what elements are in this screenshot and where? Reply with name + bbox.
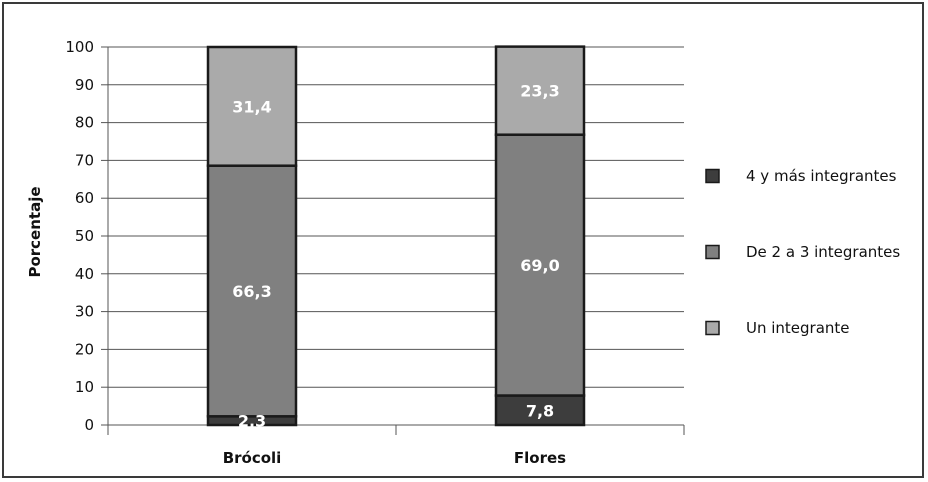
y-tick-label: 40 <box>75 265 94 283</box>
data-label: 23,3 <box>520 82 559 101</box>
y-axis-label: Porcentaje <box>26 186 44 277</box>
y-tick-label: 20 <box>75 340 94 358</box>
y-tick-label: 30 <box>75 303 94 321</box>
data-label: 69,0 <box>520 256 559 275</box>
bar-segment-2 <box>494 45 586 136</box>
data-label: 2,3 <box>238 412 266 431</box>
x-category-label: Brócoli <box>223 449 282 467</box>
legend-label: Un integrante <box>746 319 850 337</box>
y-tick-label: 0 <box>84 416 94 434</box>
data-label: 66,3 <box>232 282 271 301</box>
data-label: 31,4 <box>232 97 271 116</box>
legend-swatch-0 <box>705 168 720 184</box>
y-tick-label: 90 <box>75 76 94 94</box>
bar-segment-1 <box>494 133 586 397</box>
legend-label: 4 y más integrantes <box>746 167 897 185</box>
x-category-label: Flores <box>514 449 566 467</box>
y-tick-label: 50 <box>75 227 94 245</box>
bar-segment-1 <box>206 164 298 418</box>
data-label: 7,8 <box>526 401 554 420</box>
bars <box>206 45 586 427</box>
y-tick-label: 10 <box>75 378 94 396</box>
y-tick-label: 80 <box>75 114 94 132</box>
y-tick-label: 60 <box>75 189 94 207</box>
gridlines <box>108 46 684 388</box>
legend: 4 y más integrantes De 2 a 3 integrantes U… <box>705 167 900 337</box>
data-labels: 2,3 66,3 31,4 7,8 69,0 23,3 <box>232 82 559 431</box>
legend-label: De 2 a 3 integrantes <box>746 243 900 261</box>
legend-swatch-1 <box>705 244 720 260</box>
y-tick-label: 100 <box>65 38 94 56</box>
y-tick-label: 70 <box>75 151 94 169</box>
legend-swatch-2 <box>705 320 720 336</box>
axes: 0 10 20 30 40 50 60 70 80 90 100 Brócoli Flores <box>65 38 685 467</box>
bar-segment-2 <box>206 45 298 167</box>
